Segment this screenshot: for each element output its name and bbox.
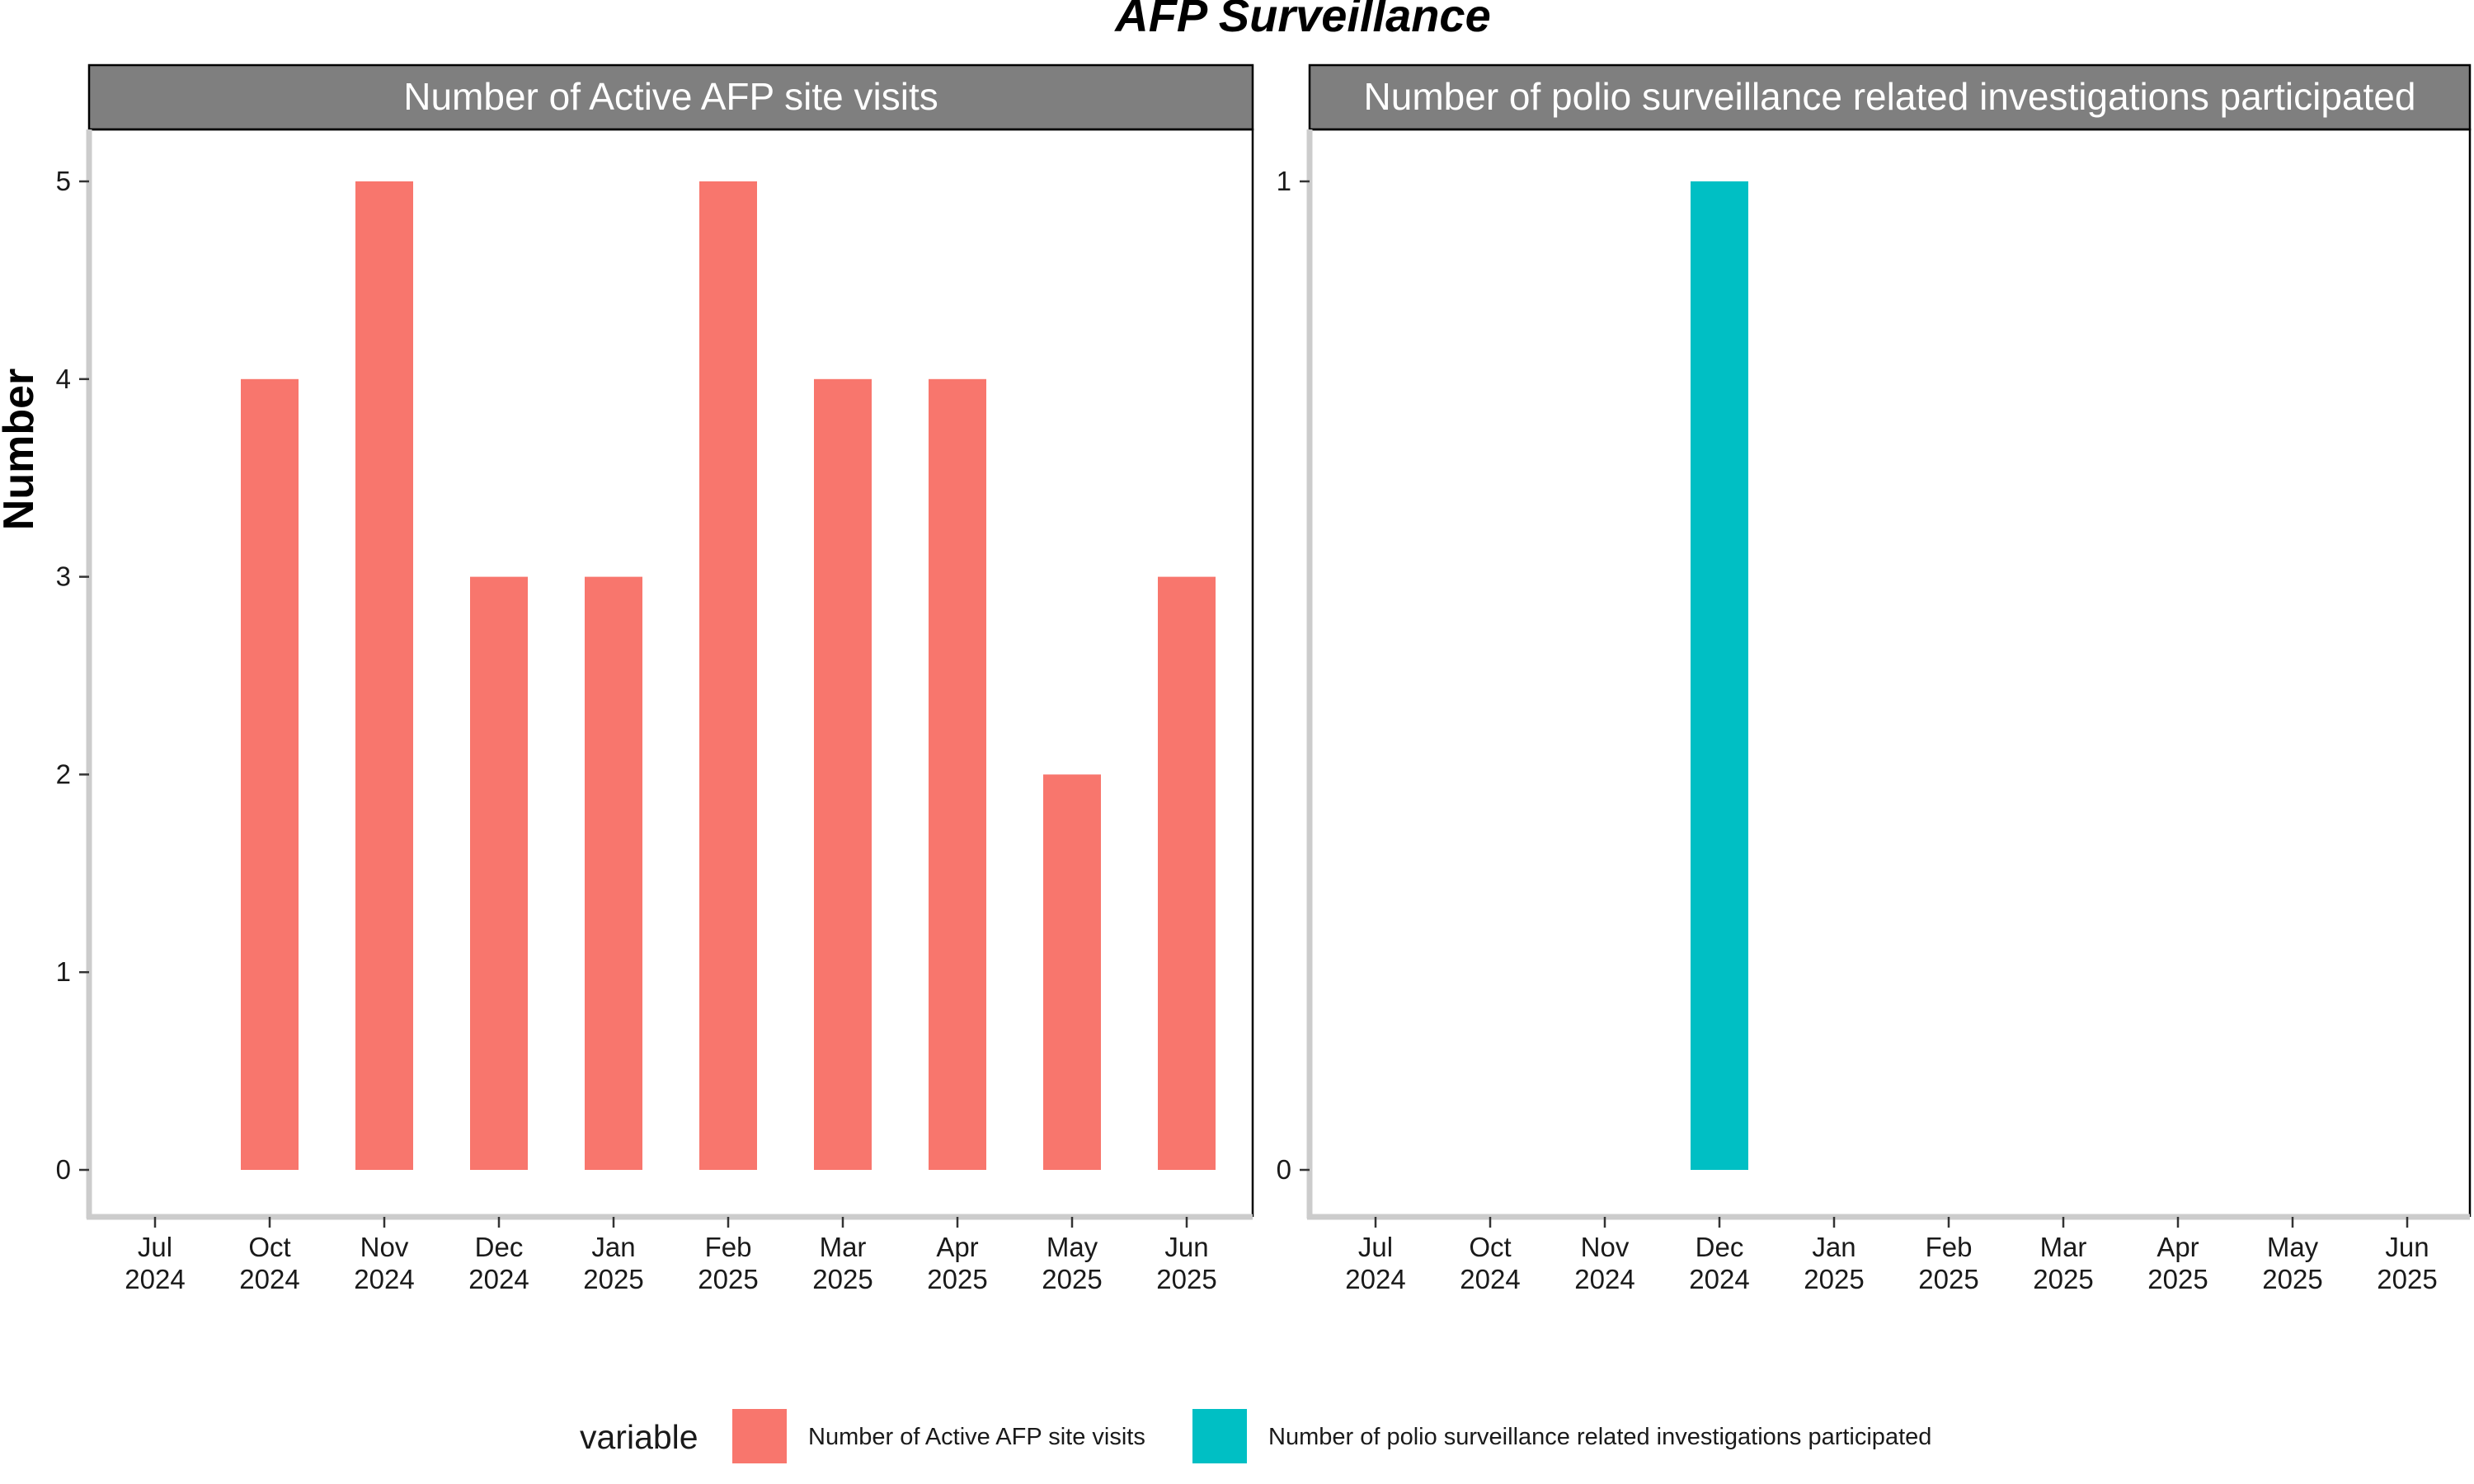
x-tick-label-year: 2024 (125, 1264, 185, 1294)
x-tick-label-year: 2024 (1345, 1264, 1405, 1294)
x-tick-label-year: 2025 (2147, 1264, 2208, 1294)
y-tick-label: 0 (56, 1154, 71, 1185)
facet-strip (87, 63, 1254, 131)
legend-label-polio-investigations: Number of polio surveillance related inv… (1268, 1424, 1931, 1450)
legend-key-polio-investigations (1192, 1409, 1247, 1463)
x-tick-label-month: May (1047, 1232, 1098, 1262)
panel-border (89, 128, 1254, 1217)
facet-strip-label: Number of Active AFP site visits (403, 75, 938, 118)
x-tick-label-year: 2024 (468, 1264, 529, 1294)
panel-1: Number of Active AFP site visits 0 1 2 3 4 5 Ju… (56, 63, 1254, 1294)
y-axis-label: Number (0, 369, 43, 530)
bar-oct-2024 (241, 378, 299, 1170)
x-tick-label-year: 2025 (698, 1264, 758, 1294)
x-tick-label-year: 2024 (1689, 1264, 1749, 1294)
x-tick-label-year: 2025 (1042, 1264, 1102, 1294)
y-tick-label: 1 (1277, 166, 1291, 196)
bar-may-2025 (1043, 774, 1101, 1170)
facet-panels: Number of Active AFP site visits 0 1 2 3 4 5 Ju… (56, 63, 2472, 1294)
y-tick-label: 2 (56, 758, 71, 789)
x-tick-label-month: Nov (1581, 1232, 1630, 1262)
y-tick-label: 4 (56, 364, 71, 394)
x-tick-label-year: 2024 (1574, 1264, 1634, 1294)
y-tick-label: 1 (56, 956, 71, 987)
x-tick-label-month: May (2267, 1232, 2319, 1262)
bar-mar-2025 (814, 378, 872, 1170)
x-tick-label-month: Jan (1812, 1232, 1856, 1262)
x-tick-label-year: 2025 (2262, 1264, 2322, 1294)
x-tick-label-month: Nov (360, 1232, 409, 1262)
x-tick-label-year: 2025 (1918, 1264, 1978, 1294)
y-tick-label: 0 (1277, 1154, 1291, 1185)
x-tick-label-year: 2025 (1804, 1264, 1864, 1294)
x-tick-label-month: Jul (138, 1232, 172, 1262)
legend-title: variable (580, 1418, 698, 1456)
x-tick-label-month: Apr (936, 1232, 978, 1262)
x-tick-label-year: 2024 (1460, 1264, 1520, 1294)
facet-strip (1308, 63, 2472, 131)
bar-dec-2024 (1691, 181, 1748, 1170)
facet-strip-label: Number of polio surveillance related inv… (1364, 75, 2416, 118)
x-tick-label-month: Mar (2040, 1232, 2087, 1262)
legend-label-afp-site-visits: Number of Active AFP site visits (808, 1424, 1145, 1450)
x-tick-label-month: Feb (705, 1232, 752, 1262)
bar-dec-2024 (470, 576, 528, 1170)
x-tick-label-year: 2025 (583, 1264, 643, 1294)
bar-apr-2025 (929, 378, 986, 1170)
bar-feb-2025 (699, 181, 757, 1170)
x-tick-label-month: Jun (1164, 1232, 1208, 1262)
bar-jan-2025 (585, 576, 642, 1170)
legend: variable Number of Active AFP site visit… (580, 1409, 1931, 1463)
panel-border (1310, 128, 2472, 1217)
x-tick-label-year: 2025 (2377, 1264, 2437, 1294)
bar-jun-2025 (1158, 576, 1216, 1170)
x-tick-label-month: Dec (1696, 1232, 1744, 1262)
legend-key-afp-site-visits (732, 1409, 787, 1463)
x-tick-label-month: Oct (248, 1232, 290, 1262)
y-tick-label: 3 (56, 561, 71, 592)
x-tick-label-month: Apr (2157, 1232, 2199, 1262)
x-tick-label-month: Mar (820, 1232, 867, 1262)
x-tick-label-year: 2025 (1156, 1264, 1216, 1294)
x-tick-label-year: 2025 (2033, 1264, 2093, 1294)
y-tick-label: 5 (56, 166, 71, 196)
x-tick-label-year: 2024 (239, 1264, 299, 1294)
bar-nov-2024 (355, 181, 413, 1170)
panel-2: Number of polio surveillance related inv… (1277, 63, 2472, 1294)
x-tick-label-month: Oct (1469, 1232, 1511, 1262)
chart-title: AFP Surveillance (1113, 0, 1490, 41)
x-tick-label-month: Jul (1358, 1232, 1393, 1262)
x-tick-label-month: Feb (1926, 1232, 1973, 1262)
x-tick-label-month: Dec (475, 1232, 524, 1262)
x-tick-label-year: 2025 (812, 1264, 872, 1294)
x-tick-label-month: Jan (591, 1232, 635, 1262)
x-tick-label-year: 2025 (927, 1264, 987, 1294)
x-tick-label-month: Jun (2385, 1232, 2429, 1262)
x-tick-label-year: 2024 (354, 1264, 414, 1294)
